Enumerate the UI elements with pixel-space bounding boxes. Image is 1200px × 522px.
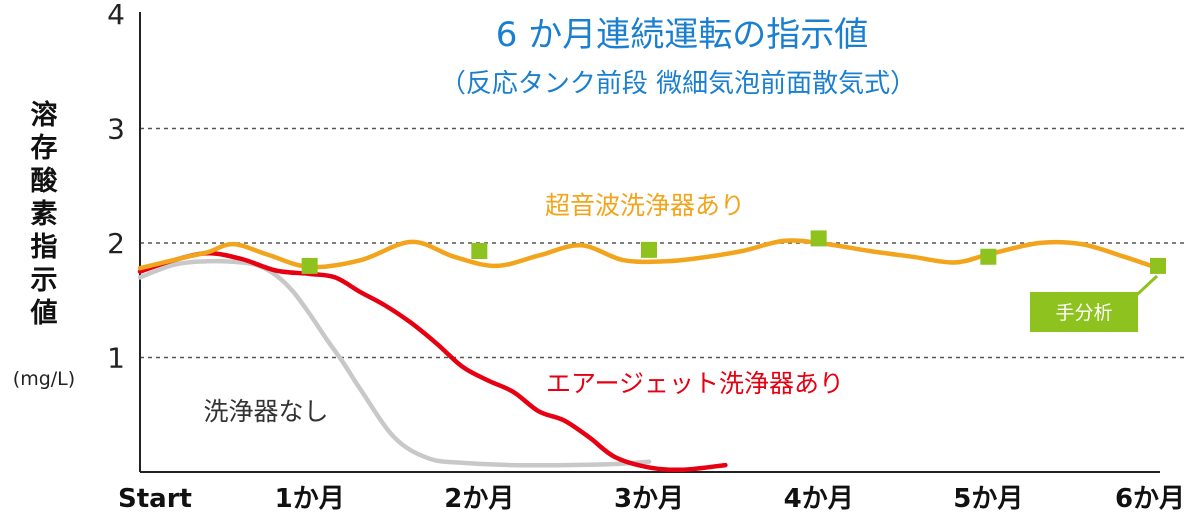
chart-subtitle: （反応タンク前段 微細気泡前面散気式） <box>440 69 916 99</box>
y-axis-label-char: 存 <box>31 133 58 164</box>
x-tick-label: Start <box>118 484 192 514</box>
y-axis-label-char: 溶 <box>31 99 58 131</box>
x-tick-label: 4か月 <box>784 484 854 514</box>
series-label-no-cleaner: 洗浄器なし <box>203 397 328 426</box>
chart-title: 6 か月連続運転の指示値 <box>496 15 868 55</box>
series-line-air-jet <box>137 251 728 473</box>
y-axis-label-char: 示 <box>31 265 58 296</box>
manual-analysis-marker <box>471 243 488 260</box>
y-tick-label: 3 <box>107 113 125 146</box>
manual-analysis-marker <box>810 230 827 247</box>
badge-label: 手分析 <box>1055 302 1112 324</box>
manual-analysis-marker <box>641 241 657 258</box>
manual-analysis-marker <box>301 257 318 274</box>
y-tick-label: 1 <box>107 342 125 375</box>
axes <box>139 12 1160 473</box>
series-label-air-jet: エアージェット洗浄器あり <box>546 369 844 398</box>
manual-analysis-badge: 手分析 <box>1030 274 1159 332</box>
x-tick-label: 2か月 <box>444 484 514 514</box>
y-axis-label-char: 酸 <box>31 166 59 197</box>
x-tick-label: 5か月 <box>953 484 1023 514</box>
manual-analysis-marker <box>1150 257 1166 274</box>
grid-lines <box>140 127 1184 359</box>
x-tick-label: 1か月 <box>275 484 345 514</box>
y-tick-label: 2 <box>107 227 125 260</box>
badge-box <box>1030 292 1138 332</box>
y-axis-label-char: 素 <box>31 199 58 230</box>
x-tick-label: 6か月 <box>1115 484 1185 514</box>
y-axis-label-char: 指 <box>31 232 58 263</box>
x-tick-labels: Start 1か月 2か月 3か月 4か月 5か月 6か月 <box>118 484 1185 514</box>
y-tick-label: 4 <box>107 0 125 31</box>
y-tick-labels: 1 2 3 4 <box>107 0 125 375</box>
manual-analysis-marker <box>980 248 997 265</box>
series-line-no-cleaner <box>137 258 652 468</box>
series-label-ultrasonic: 超音波洗浄器あり <box>545 191 745 220</box>
y-axis-label-char: 値 <box>30 298 58 329</box>
series-lines <box>137 238 1161 473</box>
manual-analysis-markers <box>301 230 1166 274</box>
y-axis-unit: (mg/L) <box>13 368 75 390</box>
x-tick-label: 3か月 <box>614 484 684 514</box>
